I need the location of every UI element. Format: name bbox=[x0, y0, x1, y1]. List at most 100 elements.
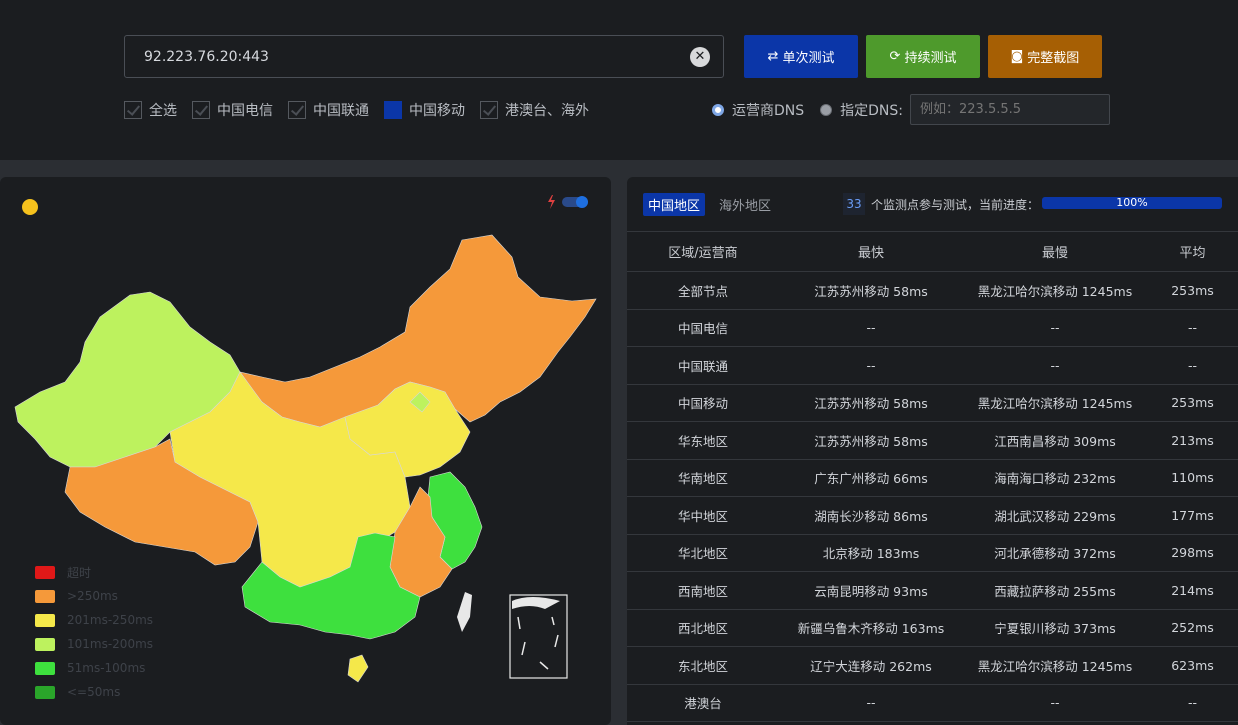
header-slowest: 最慢 bbox=[963, 231, 1147, 272]
custom-dns-input[interactable] bbox=[910, 94, 1110, 125]
dns-selector: 运营商DNS 指定DNS: bbox=[712, 94, 1110, 125]
checkbox-box[interactable] bbox=[124, 101, 142, 119]
cell-region: 西南地区 bbox=[627, 571, 779, 610]
header-fastest: 最快 bbox=[779, 231, 963, 272]
cell-slowest: -- bbox=[963, 346, 1147, 385]
cell-region: 中国电信 bbox=[627, 309, 779, 347]
progress-bar: 100% bbox=[1042, 197, 1222, 209]
cell-average: 623ms bbox=[1147, 646, 1238, 685]
cell-region: 全部节点 bbox=[627, 271, 779, 310]
checkbox-label: 中国电信 bbox=[217, 103, 273, 119]
cell-average: 214ms bbox=[1147, 571, 1238, 610]
cell-slowest: 黑龙江哈尔滨移动 1245ms bbox=[963, 384, 1147, 422]
map-region-hainan[interactable] bbox=[347, 654, 369, 683]
screenshot-button[interactable]: ◙ 完整截图 bbox=[988, 35, 1102, 78]
legend-item[interactable]: >250ms bbox=[35, 584, 153, 608]
checkbox-select-all[interactable]: 全选 bbox=[124, 100, 177, 120]
progress-fill: 100% bbox=[1042, 197, 1222, 209]
clear-icon[interactable]: ✕ bbox=[690, 47, 710, 67]
legend-item[interactable]: 51ms-100ms bbox=[35, 656, 153, 680]
results-table: 区域/运营商 最快 最慢 平均 全部节点 江苏苏州移动 58ms 黑龙江哈尔滨移动 … bbox=[627, 231, 1238, 722]
refresh-icon: ⇄ bbox=[767, 49, 779, 64]
checkbox-mobile[interactable]: 中国移动 bbox=[384, 100, 465, 120]
checkbox-unicom[interactable]: 中国联通 bbox=[288, 100, 369, 120]
camera-icon: ◙ bbox=[1010, 49, 1024, 64]
cell-average: 253ms bbox=[1147, 384, 1238, 422]
checkbox-box[interactable] bbox=[384, 101, 402, 119]
cell-fastest: 广东广州移动 66ms bbox=[779, 459, 963, 497]
refresh-icon: ⟳ bbox=[889, 49, 901, 64]
checkbox-label: 全选 bbox=[149, 103, 177, 119]
cell-slowest: 宁夏银川移动 373ms bbox=[963, 609, 1147, 647]
cell-region: 华北地区 bbox=[627, 534, 779, 572]
legend-item[interactable]: 超时 bbox=[35, 560, 153, 584]
header-average: 平均 bbox=[1147, 231, 1238, 272]
table-row: 东北地区 辽宁大连移动 262ms 黑龙江哈尔滨移动 1245ms 623ms bbox=[627, 646, 1238, 685]
cell-fastest: 云南昆明移动 93ms bbox=[779, 571, 963, 610]
region-tabs: 中国地区 海外地区 bbox=[643, 193, 771, 216]
table-row: 全部节点 江苏苏州移动 58ms 黑龙江哈尔滨移动 1245ms 253ms bbox=[627, 271, 1238, 310]
cell-fastest: -- bbox=[779, 346, 963, 385]
cell-slowest: 江西南昌移动 309ms bbox=[963, 421, 1147, 460]
legend-item[interactable]: 201ms-250ms bbox=[35, 608, 153, 632]
map-region-north-china[interactable] bbox=[344, 381, 471, 478]
checkbox-label: 中国移动 bbox=[409, 103, 465, 119]
cell-slowest: 黑龙江哈尔滨移动 1245ms bbox=[963, 646, 1147, 685]
logo-icon bbox=[22, 199, 38, 215]
table-row: 西南地区 云南昆明移动 93ms 西藏拉萨移动 255ms 214ms bbox=[627, 571, 1238, 610]
single-test-button[interactable]: ⇄ 单次测试 bbox=[744, 35, 858, 78]
custom-dns-label: 指定DNS: bbox=[840, 102, 903, 119]
checkbox-box[interactable] bbox=[288, 101, 306, 119]
map-region-south[interactable] bbox=[241, 532, 421, 640]
table-row: 港澳台 -- -- -- bbox=[627, 684, 1238, 722]
table-row: 中国移动 江苏苏州移动 58ms 黑龙江哈尔滨移动 1245ms 253ms bbox=[627, 384, 1238, 422]
table-header-row: 区域/运营商 最快 最慢 平均 bbox=[627, 231, 1238, 272]
cell-average: -- bbox=[1147, 346, 1238, 385]
cell-average: 253ms bbox=[1147, 271, 1238, 310]
header-region: 区域/运营商 bbox=[627, 231, 779, 272]
continuous-test-label: 持续测试 bbox=[904, 51, 957, 66]
cell-fastest: 江苏苏州移动 58ms bbox=[779, 384, 963, 422]
checkbox-label: 中国联通 bbox=[313, 103, 369, 119]
cell-region: 中国移动 bbox=[627, 384, 779, 422]
cell-slowest: 黑龙江哈尔滨移动 1245ms bbox=[963, 271, 1147, 310]
radio-custom-dns[interactable] bbox=[820, 103, 833, 116]
cell-fastest: 湖南长沙移动 86ms bbox=[779, 496, 963, 535]
cell-fastest: -- bbox=[779, 309, 963, 347]
china-map bbox=[14, 234, 597, 683]
cell-slowest: -- bbox=[963, 309, 1147, 347]
legend-label: 超时 bbox=[67, 565, 92, 580]
legend-label: <=50ms bbox=[67, 685, 121, 699]
checkbox-box[interactable] bbox=[192, 101, 210, 119]
legend-item[interactable]: 101ms-200ms bbox=[35, 632, 153, 656]
tab-china[interactable]: 中国地区 bbox=[643, 193, 706, 216]
map-region-beijing[interactable] bbox=[409, 391, 431, 413]
cell-slowest: 湖北武汉移动 229ms bbox=[963, 496, 1147, 535]
cell-region: 东北地区 bbox=[627, 646, 779, 685]
radio-carrier-dns[interactable] bbox=[712, 103, 724, 116]
legend-label: 101ms-200ms bbox=[67, 637, 154, 651]
test-toolbar: ✕ ⇄ 单次测试 ⟳ 持续测试 ◙ 完整截图 全选 中国电信 中国联通 中国移动… bbox=[0, 0, 1238, 160]
south-sea-inset bbox=[509, 594, 568, 679]
toggle-switch[interactable] bbox=[546, 194, 590, 210]
checkbox-overseas[interactable]: 港澳台、海外 bbox=[480, 100, 589, 120]
map-region-taiwan[interactable] bbox=[457, 592, 472, 632]
single-test-label: 单次测试 bbox=[782, 51, 835, 66]
checkbox-telecom[interactable]: 中国电信 bbox=[192, 100, 273, 120]
legend-label: >250ms bbox=[67, 589, 118, 603]
legend-item[interactable]: <=50ms bbox=[35, 680, 153, 704]
target-address-input[interactable] bbox=[125, 36, 685, 77]
continuous-test-button[interactable]: ⟳ 持续测试 bbox=[866, 35, 980, 78]
node-count-badge: 33 bbox=[843, 193, 865, 215]
results-panel: 中国地区 海外地区 33 个监测点参与测试，当前进度： 100% 区域/运营商 … bbox=[627, 177, 1238, 725]
table-row: 华中地区 湖南长沙移动 86ms 湖北武汉移动 229ms 177ms bbox=[627, 496, 1238, 535]
cell-fastest: 辽宁大连移动 262ms bbox=[779, 646, 963, 685]
cell-average: 213ms bbox=[1147, 421, 1238, 460]
cell-average: -- bbox=[1147, 684, 1238, 722]
map-region-tibet[interactable] bbox=[64, 438, 259, 566]
table-row: 中国电信 -- -- -- bbox=[627, 309, 1238, 347]
cell-fastest: -- bbox=[779, 684, 963, 722]
checkbox-box[interactable] bbox=[480, 101, 498, 119]
map-region-northwest-center[interactable] bbox=[169, 371, 411, 588]
tab-overseas[interactable]: 海外地区 bbox=[719, 199, 772, 214]
